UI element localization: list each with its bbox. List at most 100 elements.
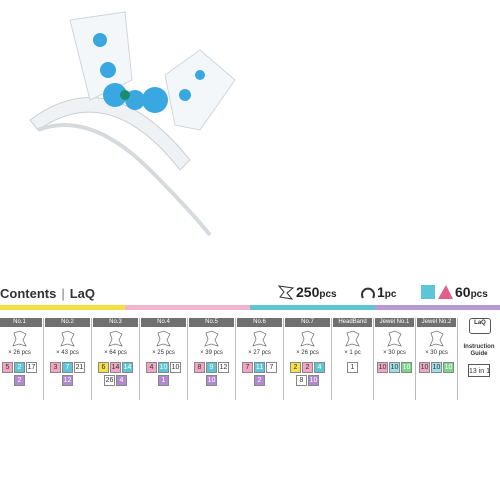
piece-icon	[251, 330, 267, 347]
piece-icon	[203, 330, 219, 347]
piece-count: × 27 pcs	[248, 350, 271, 356]
column-header: No.6	[237, 318, 282, 327]
color-box: 9	[206, 362, 217, 373]
piece-icon	[344, 330, 360, 347]
color-box: 4	[146, 362, 157, 373]
gem	[120, 90, 130, 100]
total-unit: pcs	[319, 289, 337, 300]
piece-icon	[299, 330, 315, 347]
piece-icon	[107, 330, 123, 347]
box-row: 6 14 14	[92, 362, 139, 373]
box-row: 4 10 10	[140, 362, 187, 373]
color-box: 14	[110, 362, 121, 373]
stripe	[375, 305, 500, 310]
color-box: 8	[296, 375, 307, 386]
piece-count: × 64 pcs	[104, 350, 127, 356]
piece-count: × 25 pcs	[152, 350, 175, 356]
color-box: 10	[431, 362, 442, 373]
color-box: 2	[14, 362, 25, 373]
piece-count: × 1 pc	[344, 350, 361, 356]
box-row: 10	[188, 375, 235, 386]
box-row: 8 9 12	[188, 362, 235, 373]
piece-icon	[277, 285, 295, 300]
color-box: 2	[254, 375, 265, 386]
headband-photo	[29, 11, 236, 237]
guide-icon: LaQ	[469, 318, 491, 334]
box-row: 2	[236, 375, 283, 386]
color-box: 7	[242, 362, 253, 373]
column: No.2 × 43 pcs 3 7 21 12	[44, 318, 92, 400]
piece-count: × 30 pcs	[383, 350, 406, 356]
box-row: 5 2 17	[0, 362, 43, 373]
piece-icon	[155, 330, 171, 347]
total-number: 250	[296, 284, 320, 300]
column: Jewel No.2 × 30 pcs 10 10 10	[416, 318, 458, 400]
color-box: 10	[170, 362, 181, 373]
color-box: 7	[266, 362, 277, 373]
piece-count: × 26 pcs	[296, 350, 319, 356]
jewel-icon	[421, 285, 453, 299]
total-number: 60	[455, 284, 471, 300]
column-header: Jewel No.2	[417, 318, 456, 327]
piece-icon	[59, 330, 75, 347]
color-box: 1	[347, 362, 358, 373]
separator: |	[61, 286, 65, 301]
column: Jewel No.1 × 30 pcs 10 10 10	[374, 318, 416, 400]
total-unit: pc	[384, 289, 397, 300]
color-box: 8	[194, 362, 205, 373]
box-row: 10 10 10	[416, 362, 457, 373]
color-box: 10	[206, 375, 217, 386]
column: No.5 × 39 pcs 8 9 12 10	[188, 318, 236, 400]
color-box: 26	[104, 375, 115, 386]
color-box: 3	[50, 362, 61, 373]
color-box: 1	[158, 375, 169, 386]
column-header: No.2	[45, 318, 90, 327]
title-row: Contents | LaQ	[0, 286, 95, 301]
color-box: 10	[443, 362, 454, 373]
box-row: 3 7 21	[44, 362, 91, 373]
column-header: No.7	[285, 318, 330, 327]
column: No.7 × 26 pcs 2 2 4 8 10	[284, 318, 332, 400]
total-number: 1	[377, 284, 385, 300]
column-header: No.4	[141, 318, 186, 327]
piece-count: × 43 pcs	[56, 350, 79, 356]
color-box: 11	[254, 362, 265, 373]
color-box: 4	[314, 362, 325, 373]
color-box: 10	[158, 362, 169, 373]
stripe	[250, 305, 375, 310]
color-box: 12	[218, 362, 229, 373]
ear-left	[69, 11, 133, 101]
color-box: 10	[401, 362, 412, 373]
headband-arc	[37, 123, 212, 237]
column: No.6 × 27 pcs 7 11 7 2	[236, 318, 284, 400]
guide-column: LaQ Instruction Guide 13 in 1	[458, 318, 500, 400]
column-header: No.3	[93, 318, 138, 327]
box-row: 8 10	[284, 375, 331, 386]
box-row: 26 4	[92, 375, 139, 386]
color-box: 5	[2, 362, 13, 373]
guide-set: 13 in 1	[468, 364, 490, 377]
box-row: 10 10 10	[374, 362, 415, 373]
stripe	[125, 305, 250, 310]
color-box: 2	[302, 362, 313, 373]
color-box: 21	[74, 362, 85, 373]
column-header: No.5	[189, 318, 234, 327]
box-row: 1	[140, 375, 187, 386]
band-icon	[361, 287, 375, 299]
column: No.3 × 64 pcs 6 14 14 26 4	[92, 318, 140, 400]
column-header: HeadBand	[333, 318, 372, 327]
title: Contents	[0, 286, 57, 301]
column-header: No.1	[0, 318, 42, 327]
color-box: 2	[290, 362, 301, 373]
total-unit: pcs	[470, 289, 488, 300]
piece-icon	[428, 330, 444, 347]
brand: LaQ	[69, 286, 96, 301]
box-row: 1	[332, 362, 373, 373]
column: No.1 × 26 pcs 5 2 17 2	[0, 318, 44, 400]
box-row: 7 11 7	[236, 362, 283, 373]
color-box: 12	[62, 375, 73, 386]
piece-count: × 39 pcs	[200, 350, 223, 356]
color-box: 17	[26, 362, 37, 373]
